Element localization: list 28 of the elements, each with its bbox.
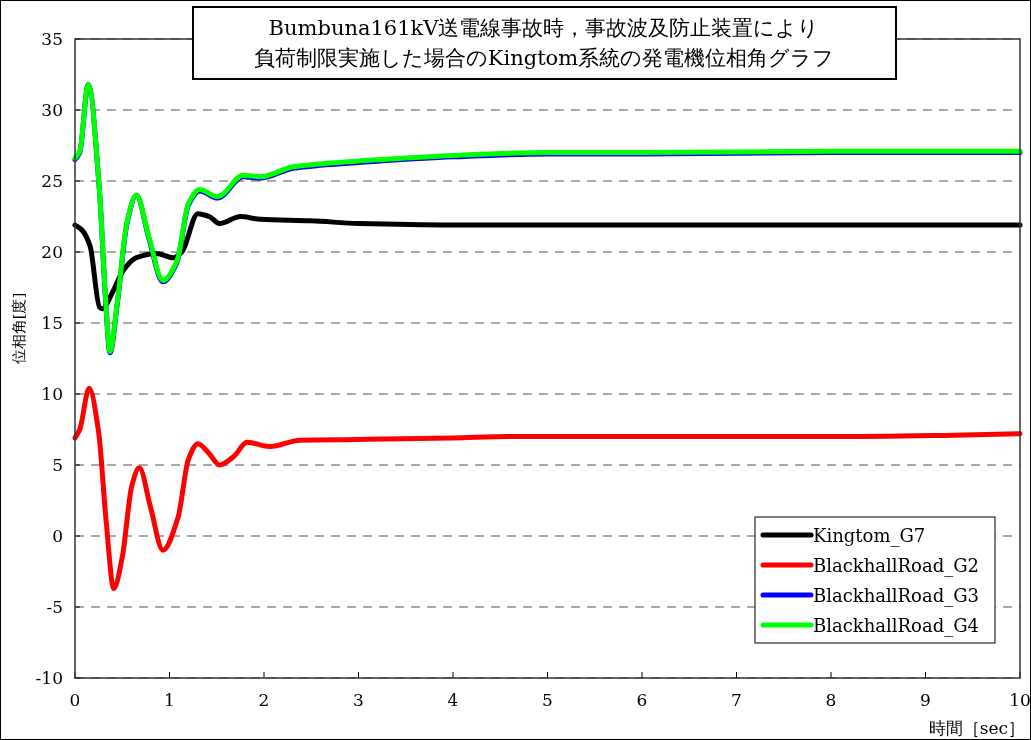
y-tick-label: 35 [41, 29, 63, 49]
y-tick-label: 0 [52, 526, 63, 546]
y-tick-label: -10 [35, 668, 63, 688]
x-tick-label: 1 [164, 690, 175, 710]
y-tick-label: 20 [41, 242, 63, 262]
legend-label: BlackhallRoad_G4 [813, 615, 980, 637]
y-tick-label: 25 [41, 171, 63, 191]
x-tick-label: 6 [636, 690, 648, 710]
y-tick-label: 30 [41, 100, 63, 120]
x-tick-label: 4 [447, 690, 459, 710]
x-tick-label: 10 [1009, 690, 1031, 710]
y-axis-title: 位相角[度] [10, 292, 28, 365]
y-tick-label: -5 [46, 597, 63, 617]
x-tick-label: 5 [542, 690, 553, 710]
y-tick-label: 5 [52, 455, 63, 475]
x-axis-title: 時間［sec］ [928, 718, 1025, 738]
y-tick-label: 10 [41, 384, 63, 404]
legend-label: BlackhallRoad_G3 [813, 585, 980, 607]
legend-label: BlackhallRoad_G2 [813, 555, 980, 577]
x-tick-label: 7 [731, 690, 742, 710]
x-tick-label: 3 [353, 690, 364, 710]
x-tick-label: 2 [258, 690, 270, 710]
x-tick-label: 9 [920, 690, 931, 710]
x-tick-label: 0 [69, 690, 81, 710]
chart-title: Bumbuna161kV送電線事故時，事故波及防止装置により負荷制限実施した場合のKingtom系統の発電機位相角グラフ [253, 16, 835, 70]
legend-label: Kingtom_G7 [813, 525, 926, 547]
y-tick-label: 15 [41, 313, 63, 333]
x-tick-label: 8 [825, 690, 837, 710]
